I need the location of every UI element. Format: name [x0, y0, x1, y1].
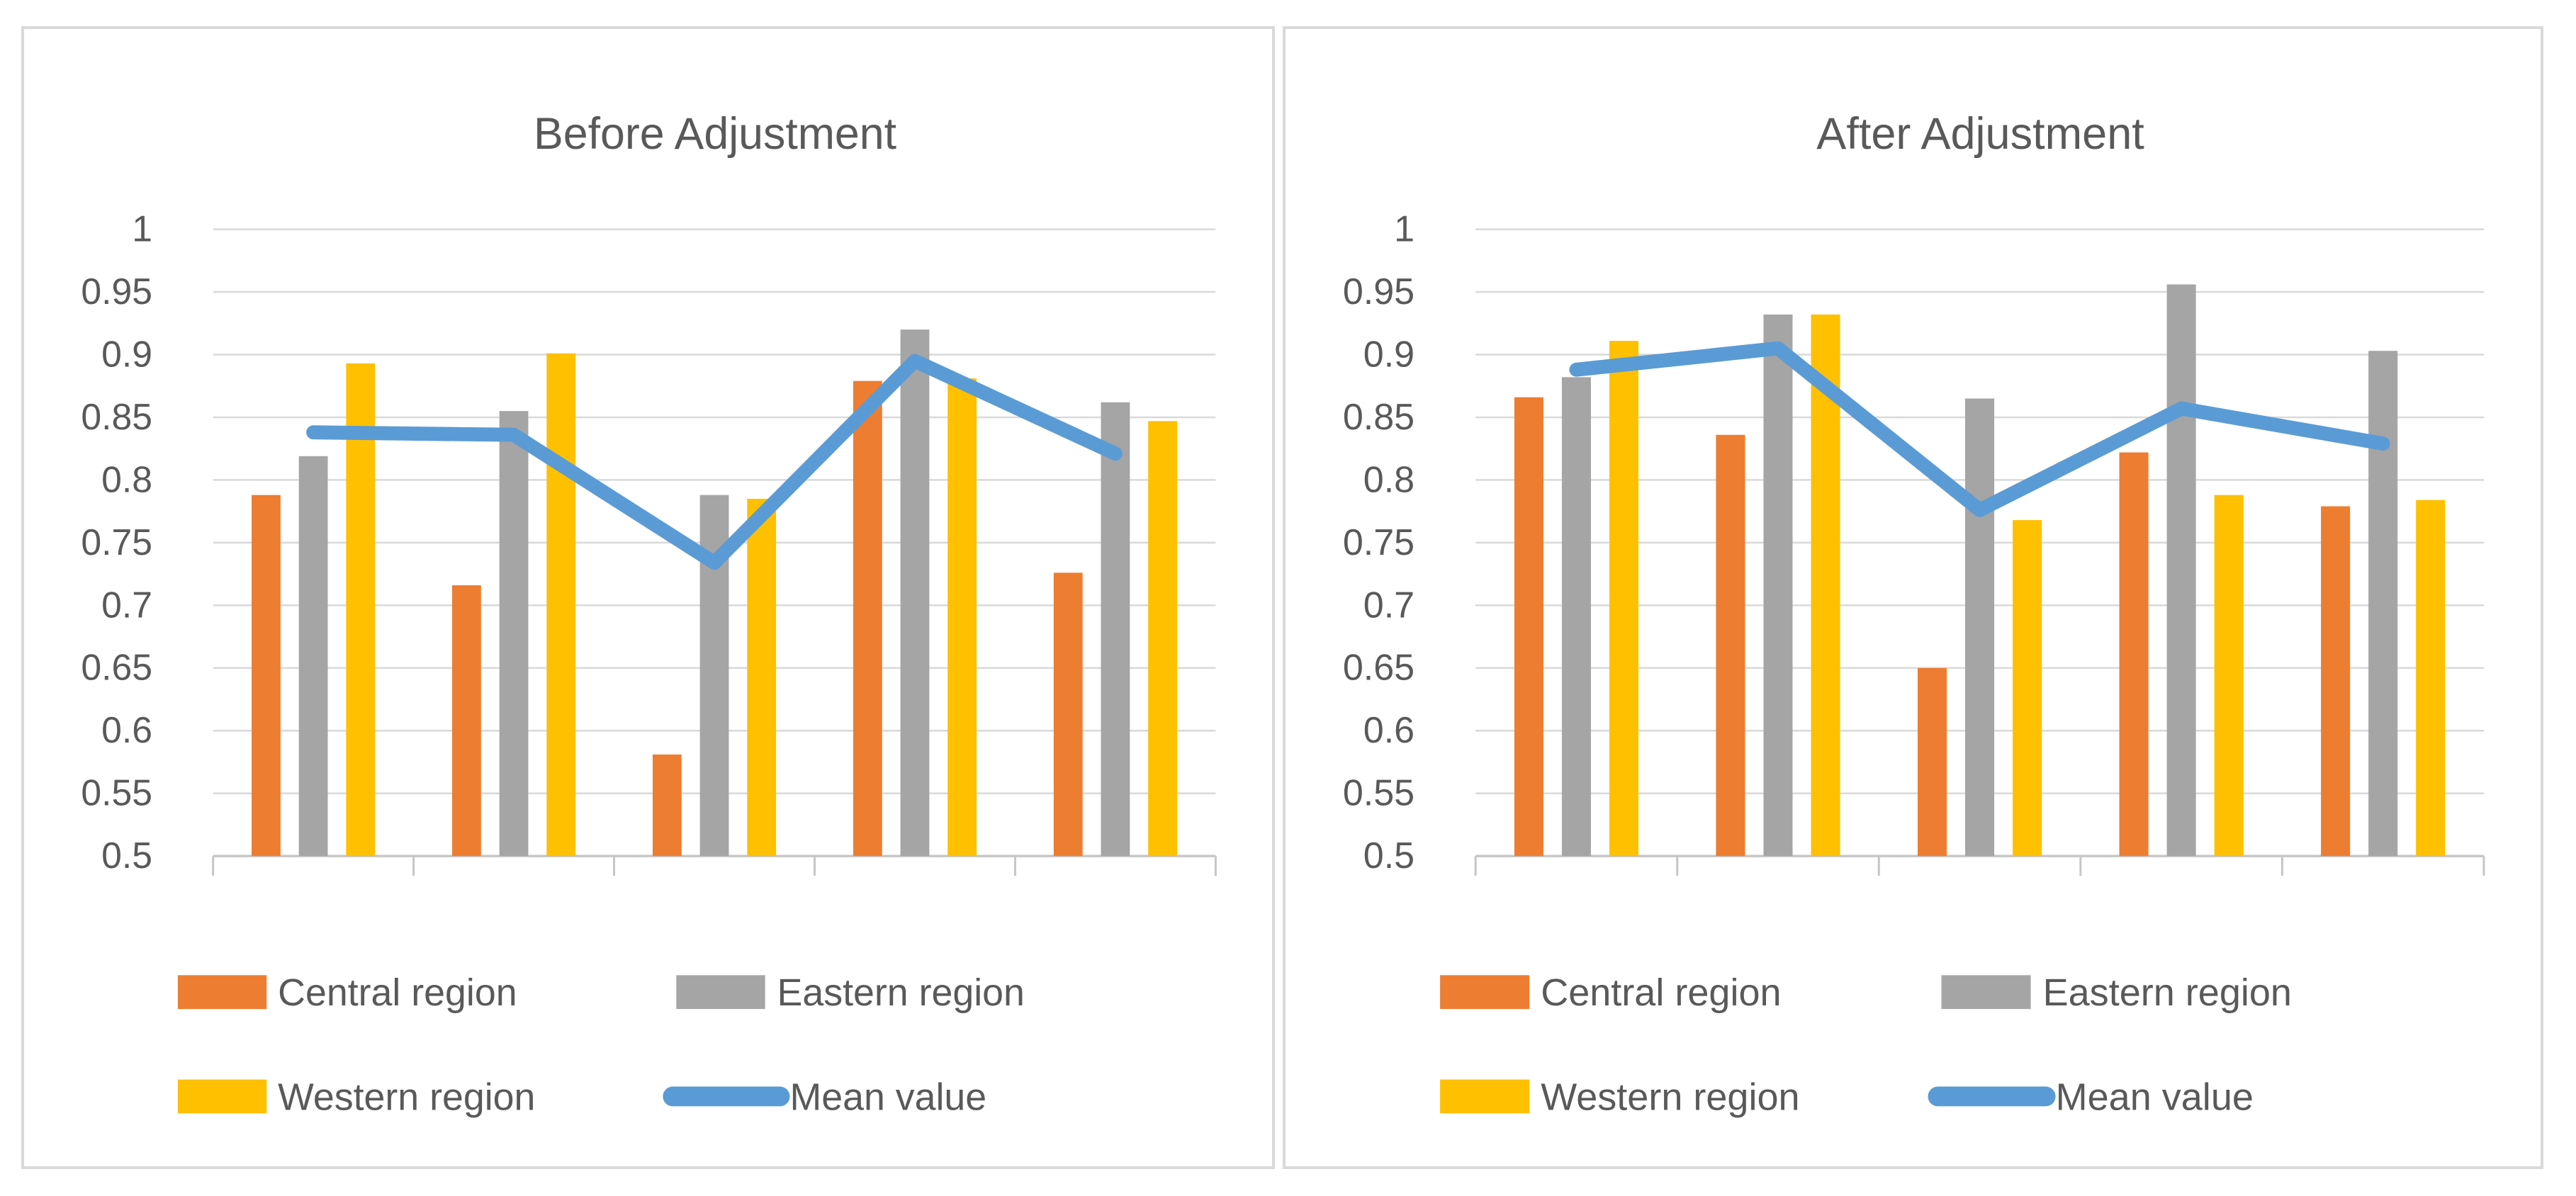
chart-before-adjustment: Before Adjustment 0.5 0.55 0.6 0.65 0.7 0.75 0.…: [21, 26, 1275, 1169]
legend-label-western-region: Western region: [1541, 1076, 1799, 1119]
y-axis-tick-label: 0.75: [1343, 521, 1414, 563]
y-axis-tick-label: 0.65: [1343, 647, 1414, 688]
bar-western-region-group-5: [1148, 421, 1177, 857]
y-axis-tick-label: 1: [132, 208, 152, 249]
legend-swatch-eastern-region: [676, 975, 765, 1010]
y-axis-tick-label: 0.55: [1343, 772, 1414, 813]
bar-eastern-region-group-2: [1763, 314, 1793, 857]
bar-central-region-group-4: [853, 380, 882, 857]
bar-central-region-group-5: [1053, 572, 1083, 857]
bar-central-region-group-1: [1514, 397, 1543, 857]
chart-title: Before Adjustment: [534, 109, 896, 159]
legend-label-eastern-region: Eastern region: [2043, 971, 2292, 1014]
legend-swatch-western-region: [177, 1079, 267, 1114]
chart-title: After Adjustment: [1816, 109, 2144, 159]
y-axis-tick-label: 0.8: [1363, 458, 1414, 500]
bar-western-region-group-4: [2214, 495, 2244, 857]
bar-western-region-group-1: [346, 363, 376, 857]
y-axis-tick-label: 0.6: [101, 709, 152, 750]
bar-western-region-group-1: [1609, 341, 1638, 857]
mean-value-line: [306, 354, 1123, 570]
bar-western-region-group-2: [1811, 314, 1840, 857]
y-axis-tick-label: 0.55: [81, 772, 152, 813]
y-axis-tick-label: 0.5: [1363, 835, 1414, 876]
bar-western-region-group-3: [747, 498, 777, 857]
legend-swatch-central-region: [177, 975, 267, 1010]
y-axis-tick-label: 0.65: [81, 647, 152, 688]
y-axis-tick-label: 0.6: [1363, 709, 1414, 750]
bar-eastern-region-group-5: [2368, 351, 2398, 857]
bar-central-region-group-4: [2119, 452, 2149, 857]
mean-value-line: [1569, 341, 2390, 517]
chart-canvas: Before Adjustment 0.5 0.55 0.6 0.65 0.7 0.75 0.…: [81, 109, 1217, 1118]
y-axis-tick-label: 0.75: [81, 521, 152, 563]
y-axis-tick-label: 0.7: [101, 584, 152, 625]
bar-eastern-region-group-5: [1101, 402, 1130, 857]
bar-eastern-region-group-1: [298, 456, 328, 857]
y-axis-tick-label: 0.5: [101, 835, 152, 876]
y-axis-tick-label: 1: [1394, 208, 1414, 249]
legend-swatch-western-region: [1440, 1079, 1530, 1114]
bar-central-region-group-5: [2321, 506, 2351, 857]
bar-western-region-group-2: [546, 353, 576, 857]
bar-eastern-region-group-1: [1561, 377, 1591, 857]
y-axis-tick-label: 0.8: [101, 458, 152, 500]
y-axis-tick-label: 0.95: [1343, 271, 1414, 312]
y-axis-tick-label: 0.7: [1363, 584, 1414, 625]
legend-label-central-region: Central region: [278, 971, 517, 1014]
bar-eastern-region-group-3: [1965, 398, 1995, 857]
y-axis-tick-label: 0.85: [81, 396, 152, 437]
bar-central-region-group-3: [652, 754, 682, 857]
bar-eastern-region-group-2: [499, 411, 529, 857]
y-axis-tick-label: 0.9: [1363, 334, 1414, 375]
bar-western-region-group-3: [2013, 520, 2042, 857]
legend-swatch-eastern-region: [1941, 975, 2031, 1010]
bar-western-region-group-5: [2416, 500, 2446, 857]
legend-label-mean-value: Mean value: [789, 1076, 986, 1118]
y-axis-tick-label: 0.85: [1343, 396, 1414, 437]
legend-label-western-region: Western region: [278, 1076, 535, 1118]
chart-canvas: After Adjustment 0.5 0.55 0.6 0.65 0.7 0.75 0.8…: [1343, 109, 2485, 1119]
legend-label-central-region: Central region: [1541, 971, 1781, 1014]
legend-label-eastern-region: Eastern region: [777, 971, 1025, 1014]
bar-eastern-region-group-4: [2166, 284, 2196, 857]
bar-western-region-group-4: [947, 378, 977, 857]
legend-swatch-central-region: [1440, 975, 1530, 1010]
bar-central-region-group-3: [1918, 667, 1947, 857]
chart-after-adjustment: After Adjustment 0.5 0.55 0.6 0.65 0.7 0.75 0.8…: [1283, 26, 2543, 1169]
legend-label-mean-value: Mean value: [2056, 1076, 2254, 1119]
bar-central-region-group-2: [452, 585, 481, 857]
y-axis-tick-label: 0.95: [81, 271, 152, 312]
y-axis-tick-label: 0.9: [101, 333, 152, 374]
bar-central-region-group-1: [252, 495, 281, 857]
bar-eastern-region-group-4: [900, 329, 930, 857]
bar-central-region-group-2: [1716, 434, 1745, 857]
